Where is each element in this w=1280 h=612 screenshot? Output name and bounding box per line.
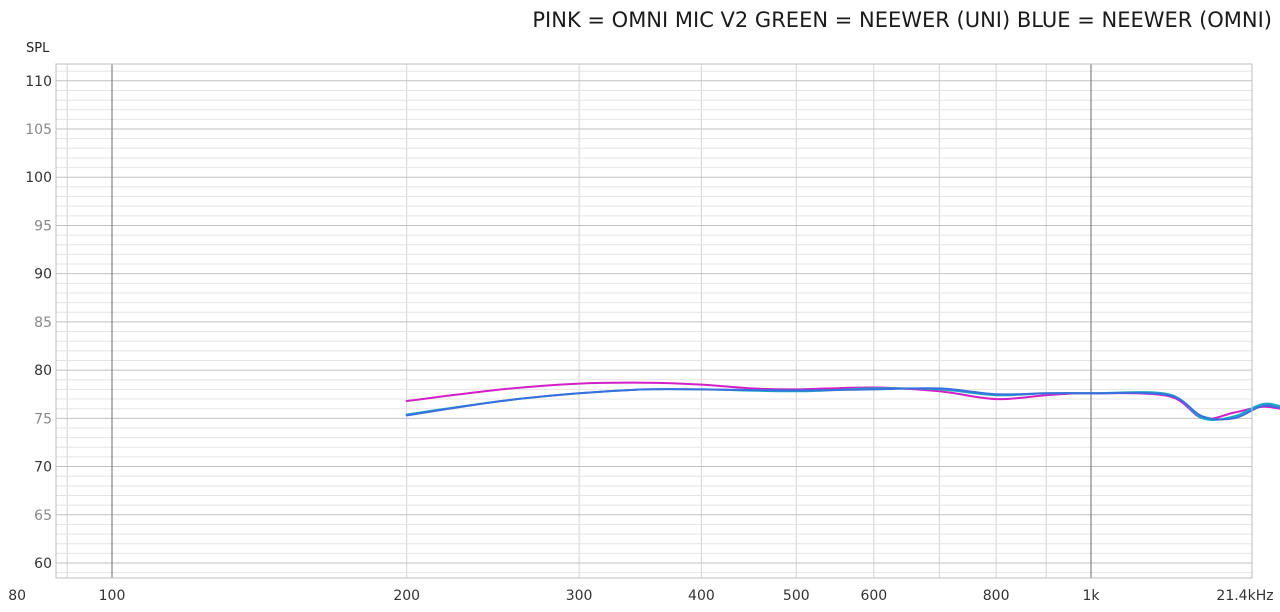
y-tick-label: 60 <box>34 556 52 572</box>
y-tick-label: 95 <box>34 218 52 234</box>
x-tick-label: 400 <box>688 588 715 604</box>
x-tick-label: 100 <box>99 588 126 604</box>
y-tick-label: 90 <box>34 267 52 283</box>
chart-title: PINK = OMNI MIC V2 GREEN = NEEWER (UNI) … <box>532 8 1272 32</box>
x-tick-labels: 801002003004005006008001k2k3k4k5k6k7k8k1… <box>8 588 1273 604</box>
y-tick-label: 100 <box>25 170 52 186</box>
y-tick-labels: 60 65 70 75 80 85 90 95 100 105 110 <box>25 74 52 572</box>
x-tick-label: 300 <box>566 588 593 604</box>
x-tick-label: 21.4kHz <box>1216 588 1273 604</box>
minor-gridlines <box>56 64 1252 578</box>
plot-frame <box>55 63 1253 579</box>
y-tick-label: 65 <box>34 508 52 524</box>
y-tick-label: 75 <box>34 411 52 427</box>
series-line <box>405 381 1280 420</box>
x-tick-label: 600 <box>860 588 887 604</box>
x-tick-label: 800 <box>983 588 1010 604</box>
y-tick-label: 105 <box>25 122 52 138</box>
x-tick-label: 1k <box>1082 588 1100 604</box>
x-tick-label: 500 <box>783 588 810 604</box>
y-axis-label: SPL <box>26 41 50 56</box>
x-tick-label: 80 <box>8 588 26 604</box>
y-tick-label: 70 <box>34 460 52 476</box>
major-gridlines <box>111 64 1092 578</box>
y-tick-label: 80 <box>34 363 52 379</box>
series-line <box>405 387 1280 421</box>
y-tick-label: 85 <box>34 315 52 331</box>
y-tick-label: 110 <box>25 74 52 90</box>
x-tick-label: 200 <box>393 588 420 604</box>
series-lines <box>405 381 1280 421</box>
